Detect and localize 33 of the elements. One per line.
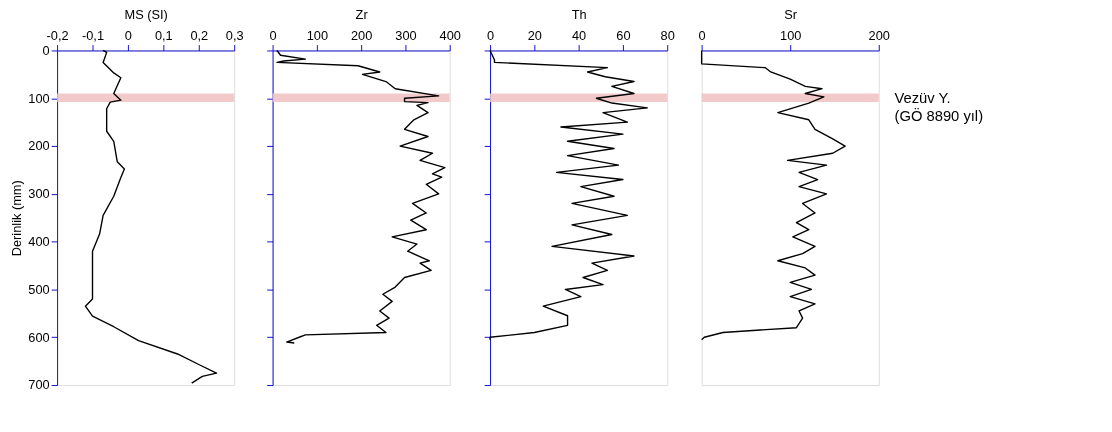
x-tick-label: 100 bbox=[306, 28, 329, 44]
x-axis-title: Th bbox=[571, 7, 587, 23]
y-tick-label: 0 bbox=[42, 42, 50, 58]
x-tick-label: 200 bbox=[868, 28, 890, 44]
x-tick-label: 300 bbox=[395, 28, 417, 44]
y-tick-label: 200 bbox=[28, 138, 50, 154]
x-tick-label: 80 bbox=[660, 28, 675, 44]
x-tick-label: 0 bbox=[124, 28, 132, 44]
x-tick-label: 0,1 bbox=[154, 28, 173, 44]
y-tick-label: 100 bbox=[28, 90, 50, 106]
y-tick-label: 300 bbox=[28, 186, 50, 202]
x-tick-label: 200 bbox=[350, 28, 373, 44]
x-tick-label: 100 bbox=[780, 28, 802, 44]
x-axis-title: Sr bbox=[784, 7, 798, 23]
x-tick-label: 0,2 bbox=[190, 28, 209, 44]
y-tick-label: 400 bbox=[28, 234, 50, 250]
x-tick-label: 0 bbox=[487, 28, 495, 44]
x-tick-label: 0,3 bbox=[225, 28, 244, 44]
x-tick-label: 20 bbox=[527, 28, 542, 44]
x-tick-label: -0,2 bbox=[46, 28, 69, 44]
x-tick-label: 60 bbox=[616, 28, 631, 44]
x-tick-label: 0 bbox=[269, 28, 277, 44]
band-label: Vezüv Y. (GÖ 8890 yıl) bbox=[894, 89, 984, 125]
x-tick-label: 400 bbox=[439, 28, 461, 44]
y-tick-label: 600 bbox=[28, 329, 50, 345]
x-tick-label: 0 bbox=[698, 28, 706, 44]
y-tick-label: 500 bbox=[28, 281, 50, 297]
x-axis-title: MS (SI) bbox=[124, 7, 168, 23]
x-tick-label: -0,1 bbox=[81, 28, 105, 44]
x-tick-label: 40 bbox=[572, 28, 587, 44]
y-tick-label: 700 bbox=[28, 377, 50, 393]
y-axis-title: Derinlik (mm) bbox=[9, 180, 25, 257]
x-axis-title: Zr bbox=[355, 7, 369, 23]
